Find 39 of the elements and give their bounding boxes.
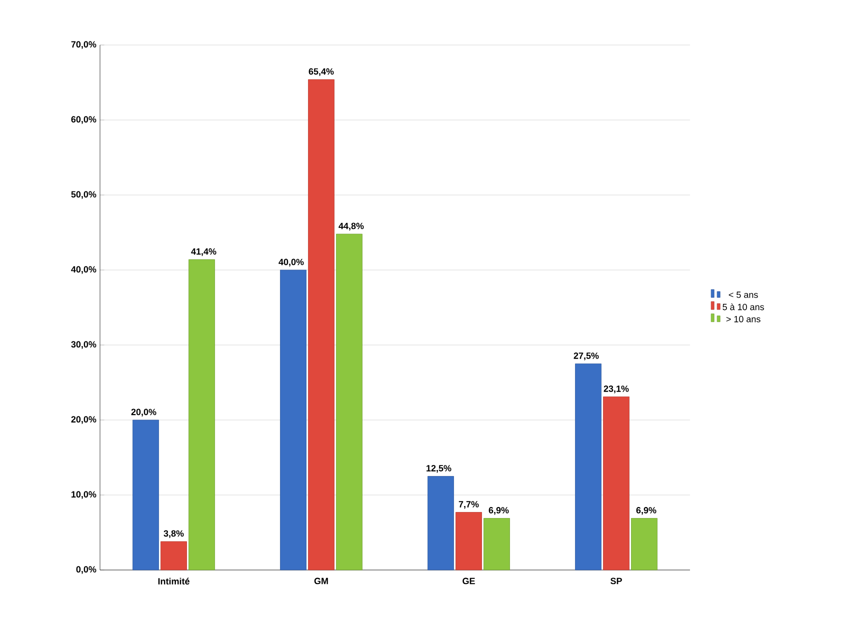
data-label: 6,9% [636, 507, 656, 515]
bar [188, 259, 215, 570]
legend-label: < 5 ans [728, 292, 758, 298]
data-label: 6,9% [488, 507, 509, 515]
x-tick-label: SP [610, 578, 622, 584]
data-label: 40,0% [278, 258, 304, 266]
data-label: 65,4% [308, 68, 334, 76]
data-label: 20,0% [131, 408, 156, 416]
data-label: 44,8% [338, 222, 364, 230]
data-label: 7,7% [458, 501, 479, 509]
bar [575, 364, 602, 570]
bar [132, 420, 159, 570]
data-label: 3,8% [164, 530, 184, 538]
y-tick-label: 10,0% [72, 491, 96, 499]
bar [160, 541, 187, 570]
legend-label: 5 à 10 ans [722, 303, 764, 310]
bar [308, 79, 334, 570]
x-tick-label: GM [314, 578, 328, 584]
y-tick-label: 40,0% [71, 266, 96, 274]
x-tick-label: Intimité [158, 578, 190, 584]
data-label: 41,4% [191, 248, 216, 256]
bar [280, 270, 306, 570]
y-tick-label: 50,0% [71, 191, 96, 199]
data-label: 12,5% [426, 465, 452, 473]
bar [603, 396, 630, 570]
legend-label: > 10 ans [726, 316, 760, 322]
data-label: 27,5% [574, 352, 599, 360]
y-tick-label: 70,0% [71, 41, 96, 49]
bar [428, 476, 454, 570]
y-tick-label: 30,0% [71, 341, 96, 349]
data-label: 23,1% [604, 386, 629, 394]
bar [484, 518, 510, 570]
bar [631, 518, 658, 570]
bar [336, 234, 362, 570]
bar [456, 512, 482, 570]
x-tick-label: GE [462, 578, 475, 584]
y-tick-label: 0,0% [76, 566, 96, 574]
y-tick-label: 20,0% [71, 416, 96, 424]
y-tick-label: 60,0% [71, 116, 96, 124]
